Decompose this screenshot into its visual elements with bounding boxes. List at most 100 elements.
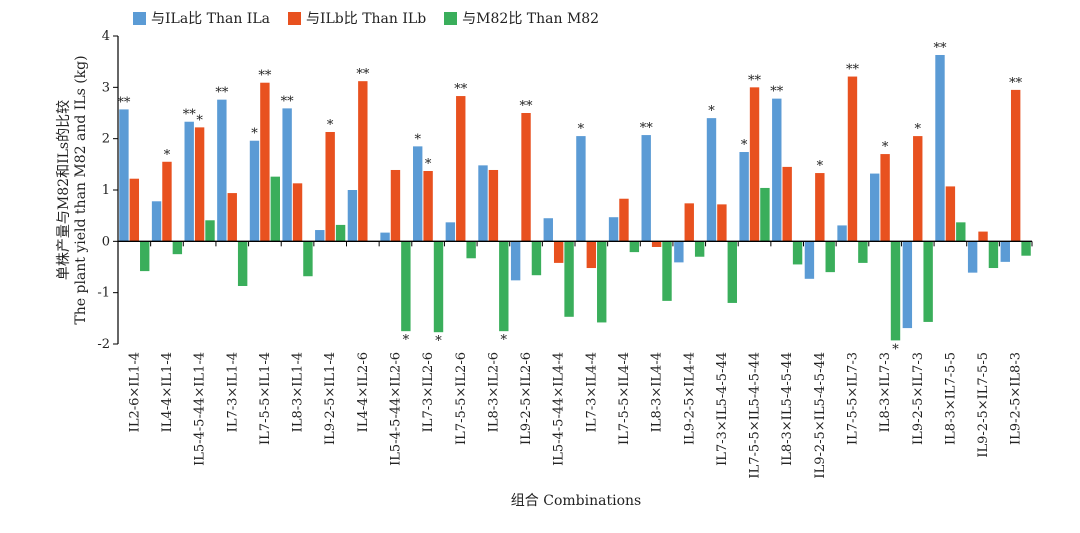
bar bbox=[935, 54, 945, 242]
bar bbox=[380, 232, 390, 242]
bar bbox=[423, 171, 433, 242]
x-tick-label: IL8-3×IL4-4 bbox=[650, 352, 665, 432]
bar bbox=[597, 241, 607, 323]
significance-label: * bbox=[915, 122, 922, 137]
significance-label: ** bbox=[748, 73, 762, 88]
significance-label: ** bbox=[281, 94, 295, 109]
bar bbox=[217, 99, 227, 242]
x-tick-label: IL9-2-5×IL5-4-5-44 bbox=[813, 352, 828, 479]
bar bbox=[543, 218, 553, 242]
legend-item-m82: 与M82比 Than M82 bbox=[444, 8, 599, 28]
x-tick-label: IL9-2-5×IL7-3 bbox=[911, 352, 926, 445]
significance-label: ** bbox=[846, 63, 860, 78]
bar bbox=[445, 222, 456, 242]
significance-label: ** bbox=[770, 85, 784, 100]
significance-label: ** bbox=[258, 69, 272, 84]
x-tick-label: IL8-3×IL7-3 bbox=[878, 352, 893, 432]
legend-label-m82: 与M82比 Than M82 bbox=[462, 11, 600, 27]
bar bbox=[870, 173, 880, 242]
significance-label: * bbox=[403, 333, 410, 348]
bar bbox=[227, 193, 237, 242]
legend-swatch-ilb bbox=[287, 11, 301, 25]
bar bbox=[890, 241, 901, 341]
bar bbox=[837, 225, 847, 242]
significance-label: * bbox=[882, 140, 889, 155]
bar bbox=[772, 98, 782, 242]
bar bbox=[847, 76, 858, 242]
x-axis-title: 组合 Combinations bbox=[510, 493, 642, 509]
bar bbox=[151, 201, 162, 242]
bar bbox=[303, 241, 313, 277]
bar bbox=[978, 231, 988, 242]
bar bbox=[1000, 241, 1010, 262]
bar bbox=[140, 241, 150, 272]
bar bbox=[956, 222, 966, 242]
legend-swatch-m82 bbox=[444, 11, 458, 25]
legend-label-ilb: 与ILb比 Than ILb bbox=[305, 11, 427, 27]
significance-label: ** bbox=[933, 41, 947, 56]
x-tick-label: IL8-3×IL7-5-5 bbox=[943, 352, 958, 445]
x-tick-label: IL8-3×IL2-6 bbox=[486, 352, 501, 432]
significance-label: ** bbox=[117, 95, 131, 110]
significance-label: ** bbox=[520, 99, 534, 114]
legend-swatch-ila bbox=[133, 11, 146, 25]
y-tick-label: 2 bbox=[102, 132, 110, 147]
bar bbox=[335, 224, 346, 242]
bar bbox=[325, 131, 335, 242]
bar bbox=[923, 241, 933, 322]
bar bbox=[162, 161, 172, 242]
y-tick-label: 0 bbox=[102, 234, 110, 249]
bar bbox=[553, 241, 564, 263]
bar bbox=[629, 241, 640, 253]
bar bbox=[576, 136, 586, 242]
bar bbox=[194, 127, 205, 242]
bar bbox=[792, 241, 803, 265]
bar bbox=[184, 121, 194, 242]
significance-label: ** bbox=[183, 108, 197, 123]
legend-label-ila: 与ILa比 Than ILa bbox=[151, 11, 270, 27]
x-tick-label: IL7-5-5×IL1-4 bbox=[258, 352, 273, 445]
bar bbox=[401, 241, 411, 332]
y-tick-label: -1 bbox=[97, 286, 110, 301]
bar bbox=[717, 204, 727, 242]
bar bbox=[347, 190, 358, 242]
bar bbox=[531, 241, 542, 276]
y-tick-label: 3 bbox=[102, 80, 110, 95]
bar bbox=[282, 108, 292, 242]
bar bbox=[249, 140, 260, 242]
bar bbox=[499, 241, 509, 332]
x-tick-label: IL7-3×IL5-4-5-44 bbox=[715, 352, 730, 466]
significance-label: * bbox=[817, 159, 824, 174]
bar bbox=[945, 186, 956, 242]
bar bbox=[521, 113, 531, 242]
bar bbox=[488, 169, 499, 242]
bar bbox=[129, 178, 140, 242]
bar bbox=[478, 165, 488, 242]
legend-item-ila: 与ILa比 Than ILa bbox=[133, 8, 270, 28]
legend-item-ilb: 与ILb比 Than ILb bbox=[287, 8, 427, 28]
bar bbox=[988, 241, 999, 269]
significance-label: * bbox=[327, 118, 334, 133]
bar bbox=[674, 241, 684, 263]
x-tick-label: IL7-5-5×IL2-6 bbox=[454, 352, 469, 445]
y-tick-label: -2 bbox=[97, 337, 110, 352]
significance-label: * bbox=[196, 113, 203, 128]
x-tick-label: IL7-5-5×IL4-4 bbox=[617, 352, 632, 445]
x-tick-label: IL7-5-5×IL5-4-5-44 bbox=[748, 352, 763, 479]
significance-label: * bbox=[164, 148, 171, 163]
bar bbox=[172, 241, 183, 255]
significance-label: ** bbox=[215, 86, 229, 101]
x-tick-label: IL7-5-5×IL7-3 bbox=[845, 352, 860, 445]
bar bbox=[825, 241, 835, 273]
x-tick-label: IL4-4×IL1-4 bbox=[160, 352, 175, 432]
significance-label: * bbox=[741, 138, 748, 153]
x-tick-label: IL8-3×IL5-4-5-44 bbox=[780, 352, 795, 466]
x-tick-label: IL5-4-5-44×IL4-4 bbox=[552, 352, 567, 466]
significance-label: ** bbox=[356, 67, 370, 82]
x-tick-label: IL8-3×IL1-4 bbox=[291, 352, 306, 432]
bar bbox=[706, 118, 717, 242]
bar bbox=[727, 241, 737, 303]
bar bbox=[358, 81, 368, 242]
bar bbox=[315, 230, 325, 242]
significance-label: * bbox=[892, 342, 899, 357]
